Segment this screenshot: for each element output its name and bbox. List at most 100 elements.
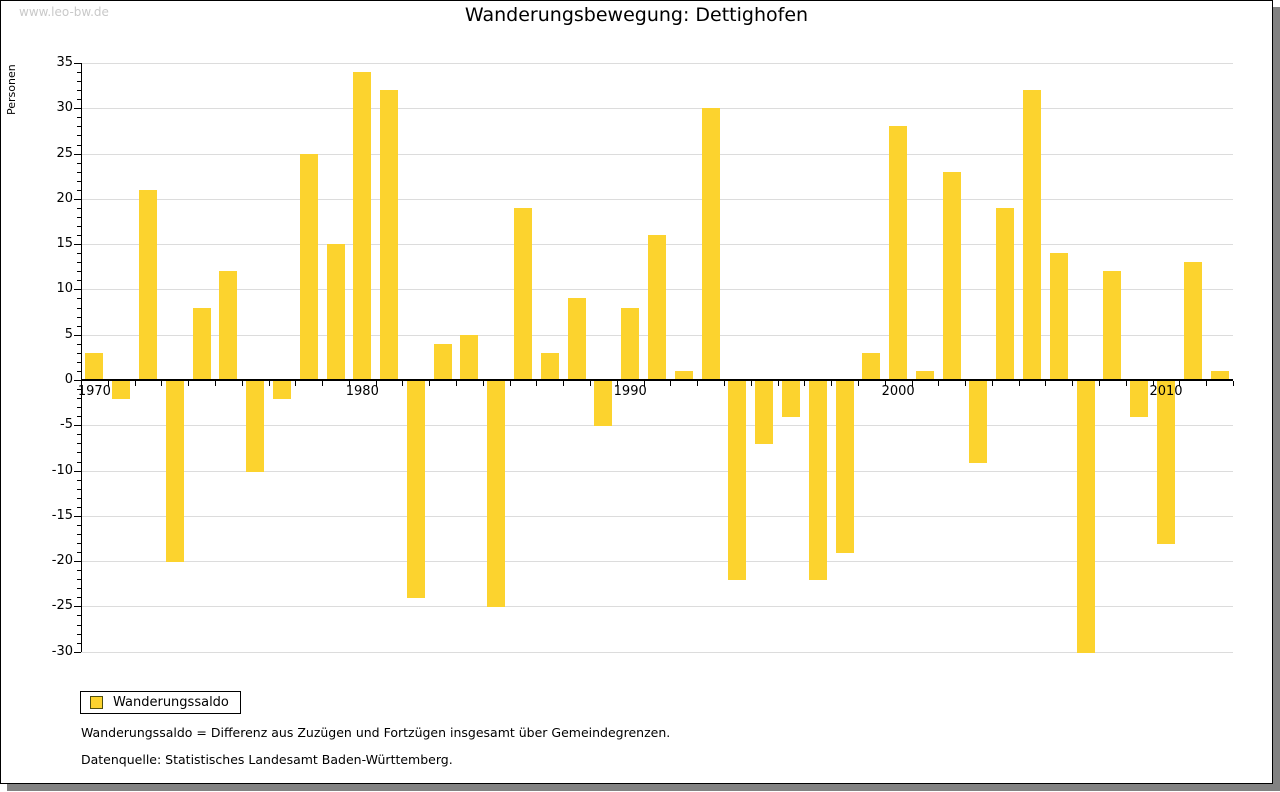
bar-1979 (326, 244, 345, 380)
gridline (81, 425, 1233, 427)
x-axis-tick (268, 381, 270, 386)
y-axis-tick (77, 262, 81, 264)
x-axis-tick (938, 381, 940, 386)
x-axis-tick (536, 381, 538, 386)
bar-2006 (1049, 253, 1068, 380)
x-tick-label: 1980 (345, 384, 379, 399)
gridline (81, 561, 1233, 563)
y-tick-label: 0 (64, 372, 73, 387)
y-axis-tick (77, 307, 81, 309)
x-tick-label: 2000 (881, 384, 915, 399)
y-axis-tick (77, 90, 81, 92)
y-axis-tick (77, 624, 81, 626)
footnote-definition: Wanderungssaldo = Differenz aus Zuzügen … (81, 725, 671, 740)
y-axis-tick (77, 180, 81, 182)
x-axis-tick (750, 381, 752, 386)
bar-1998 (835, 381, 854, 554)
bar-2001 (915, 370, 934, 380)
bar-1996 (781, 381, 800, 418)
bar-2009 (1130, 381, 1149, 418)
y-axis-tick (77, 615, 81, 617)
y-axis-tick (77, 207, 81, 209)
x-axis-tick (134, 381, 136, 386)
bar-1975 (219, 271, 238, 380)
x-axis-line (81, 379, 1233, 381)
x-axis-tick (1045, 381, 1047, 386)
y-axis-tick (74, 334, 81, 336)
y-axis-tick (77, 81, 81, 83)
x-axis-tick (188, 381, 190, 386)
bar-2012 (1210, 370, 1229, 380)
legend-box: Wanderungssaldo (80, 691, 241, 714)
x-axis-tick (616, 381, 618, 386)
y-axis-tick (77, 416, 81, 418)
y-tick-label: 15 (56, 236, 73, 252)
x-axis-tick (322, 381, 324, 386)
bar-2004 (996, 207, 1015, 380)
gridline (81, 470, 1233, 472)
x-axis-tick (804, 381, 806, 386)
y-axis-tick (74, 289, 81, 291)
x-axis-tick (509, 381, 511, 386)
x-axis-tick (857, 381, 859, 386)
x-axis-tick (241, 381, 243, 386)
x-tick-label: 1990 (613, 384, 647, 399)
y-axis-tick (77, 135, 81, 137)
gridline (81, 63, 1233, 64)
y-axis-tick (77, 253, 81, 255)
y-axis-tick (74, 108, 81, 110)
bar-1978 (299, 153, 318, 380)
bar-1977 (272, 381, 291, 400)
x-axis-tick (81, 381, 82, 386)
x-axis-tick (161, 381, 163, 386)
x-axis-tick (1099, 381, 1101, 386)
bar-1982 (406, 381, 425, 599)
y-axis-tick (77, 506, 81, 508)
bar-1971 (112, 381, 131, 400)
y-axis-tick (77, 352, 81, 354)
bar-1980 (353, 72, 372, 380)
x-axis-tick (991, 381, 993, 386)
bar-1976 (246, 381, 265, 472)
gridline (81, 198, 1233, 200)
footnote-source: Datenquelle: Statistisches Landesamt Bad… (81, 752, 453, 767)
bar-1970 (85, 352, 104, 380)
x-tick-label: 1970 (77, 384, 111, 399)
bar-1989 (594, 381, 613, 427)
bar-2005 (1023, 90, 1042, 380)
gridline (81, 108, 1233, 110)
y-axis-tick (77, 280, 81, 282)
x-axis-tick (911, 381, 913, 386)
legend-swatch-icon (90, 696, 103, 709)
y-axis-tick (77, 479, 81, 481)
y-axis-tick (77, 597, 81, 599)
y-axis-tick (74, 561, 81, 563)
x-axis-tick (1072, 381, 1074, 386)
bar-1990 (621, 307, 640, 380)
y-axis-tick (77, 497, 81, 499)
y-tick-label: 25 (56, 145, 73, 161)
gridline (81, 515, 1233, 517)
y-axis-tick (77, 579, 81, 581)
y-axis-tick (74, 153, 81, 155)
bar-1986 (514, 207, 533, 380)
y-axis-tick (74, 63, 81, 64)
y-tick-label: -20 (51, 553, 73, 569)
x-axis-tick (1179, 381, 1181, 386)
y-axis-tick (74, 470, 81, 472)
y-axis-tick (74, 380, 81, 381)
x-axis-tick (563, 381, 565, 386)
x-axis-tick (1152, 381, 1154, 386)
x-axis-tick (429, 381, 431, 386)
y-axis-tick (77, 570, 81, 572)
x-axis-tick (643, 381, 645, 386)
x-axis-tick (107, 381, 109, 386)
bar-1972 (138, 189, 157, 380)
x-axis-tick (1233, 381, 1234, 386)
y-tick-label: 10 (56, 281, 73, 297)
y-axis-tick (74, 425, 81, 427)
y-axis-tick (77, 488, 81, 490)
x-axis-tick (482, 381, 484, 386)
y-axis-tick (77, 235, 81, 237)
